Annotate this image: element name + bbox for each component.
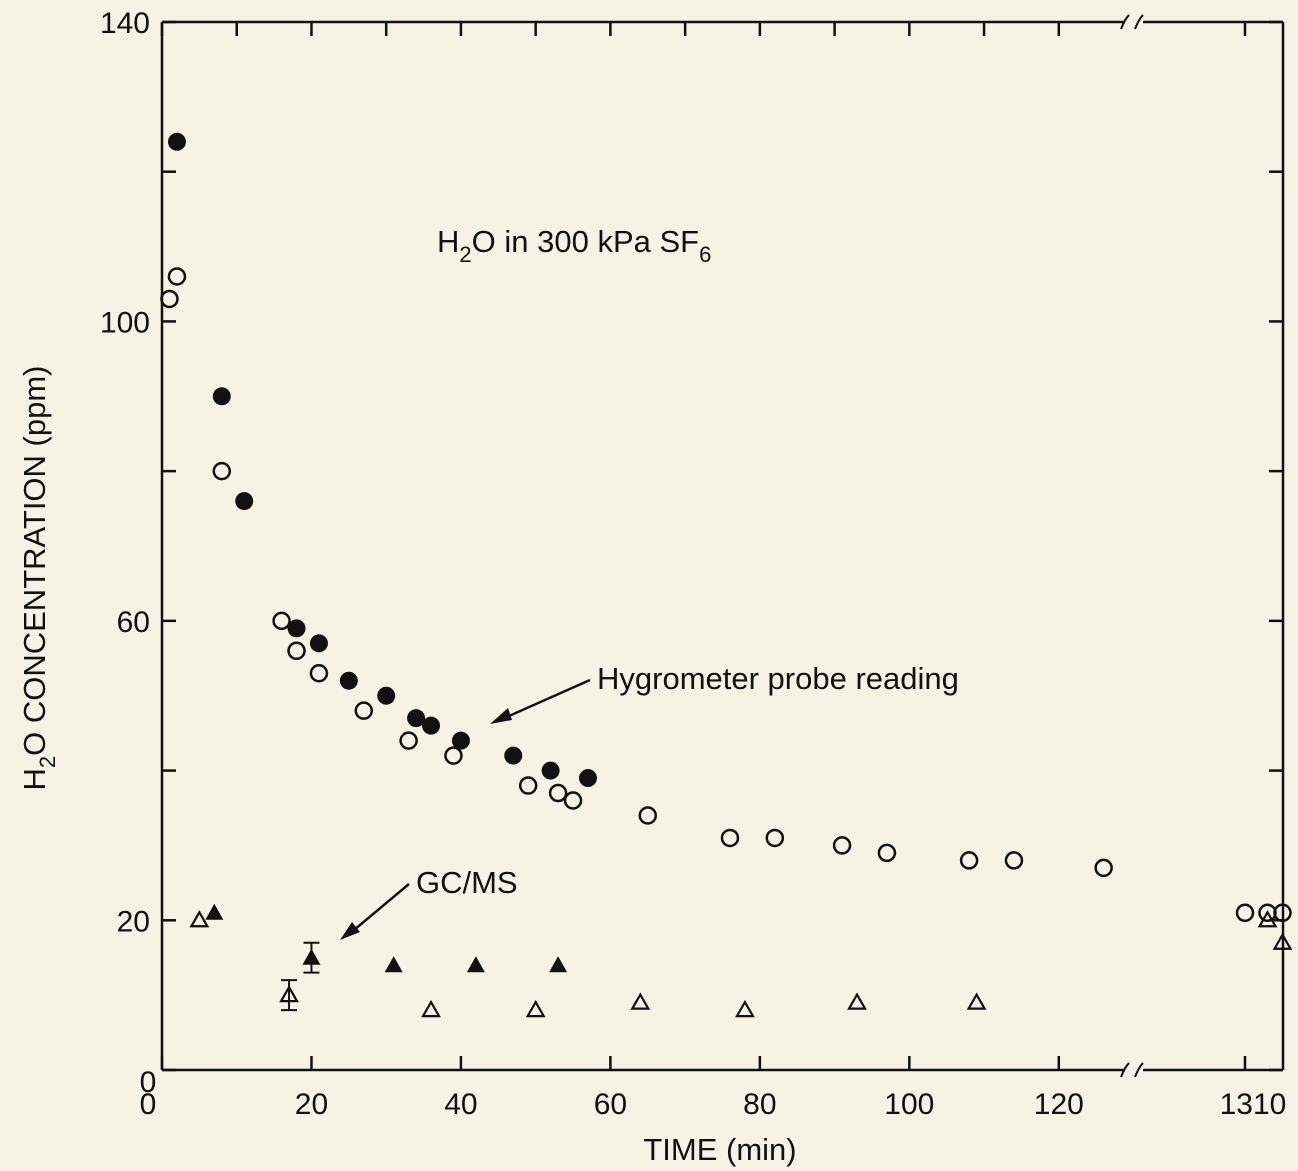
x-tick-label: 100	[884, 1088, 934, 1121]
point-filled-circle	[407, 709, 426, 728]
point-open-circle	[160, 289, 179, 309]
axis-break-mark	[1120, 1062, 1130, 1078]
point-open-circle	[518, 776, 538, 795]
point-filled-circle	[339, 671, 358, 690]
point-filled-triangle	[549, 956, 568, 973]
main-annotation-mid: O in 300 kPa SF	[472, 224, 699, 259]
point-open-triangle	[847, 992, 867, 1010]
x-tick-label: 1310	[1220, 1088, 1287, 1121]
point-open-circle	[959, 851, 979, 870]
point-open-circle	[1094, 858, 1113, 878]
x-axis-title: TIME (min)	[643, 1132, 796, 1167]
y-tick-label: 60	[117, 606, 150, 639]
point-open-circle	[309, 664, 329, 683]
point-open-circle	[548, 783, 568, 803]
plot-frame	[160, 14, 1285, 1078]
point-filled-circle	[451, 731, 470, 750]
point-filled-triangle	[466, 956, 485, 973]
point-open-circle	[167, 267, 187, 286]
point-filled-triangle	[205, 903, 224, 920]
point-open-circle	[1004, 851, 1024, 870]
point-filled-circle	[212, 387, 231, 406]
x-tick-label: 120	[1034, 1088, 1084, 1121]
point-filled-circle	[422, 716, 441, 735]
x-tick-label: 0	[140, 1088, 157, 1121]
point-open-triangle	[189, 910, 210, 928]
main-annotation-sub1: 2	[459, 242, 471, 267]
point-open-triangle	[966, 992, 987, 1010]
point-filled-circle	[578, 769, 597, 788]
point-open-circle	[272, 611, 291, 631]
y-tick-label: 20	[117, 905, 150, 938]
main-annotation-prefix: H	[437, 224, 459, 259]
point-open-triangle	[1257, 910, 1278, 928]
axis-ticks	[160, 20, 1283, 1072]
point-open-circle	[1235, 903, 1255, 923]
main-annotation: H2O in 300 kPa SF6	[437, 224, 711, 267]
data-marks	[160, 132, 1293, 1018]
probe-annotation: Hygrometer probe reading	[597, 661, 959, 696]
y-axis-title-prefix: H	[17, 768, 52, 790]
axis-break-mark	[1134, 14, 1144, 30]
y-axis-title-rest: O CONCENTRATION (ppm)	[17, 365, 52, 755]
axis-break-mark	[1134, 1062, 1144, 1078]
point-open-circle	[399, 731, 418, 750]
point-open-triangle	[735, 999, 755, 1018]
point-filled-circle	[377, 686, 396, 705]
x-tick-label: 40	[444, 1088, 477, 1121]
gcms-annotation: GC/MS	[416, 865, 518, 900]
tick-labels: 0 20 40 60 80 100 120 1310 20 60 100 140 0	[100, 7, 1286, 1121]
point-filled-triangle	[384, 956, 403, 973]
point-filled-circle	[504, 746, 523, 765]
point-open-circle	[444, 746, 463, 765]
point-filled-circle	[541, 761, 560, 780]
point-open-triangle	[525, 999, 546, 1018]
axis-break-mark	[1120, 14, 1130, 30]
y-axis-title-sub: 2	[35, 756, 60, 768]
point-open-circle	[212, 461, 232, 481]
probe-arrow	[490, 678, 591, 724]
point-open-circle	[563, 791, 583, 810]
point-open-triangle	[1272, 932, 1293, 950]
point-filled-circle	[167, 132, 186, 151]
point-open-circle	[1273, 903, 1292, 923]
point-open-circle	[877, 843, 897, 863]
point-open-circle	[765, 828, 785, 848]
point-open-triangle	[279, 984, 299, 1003]
point-open-triangle	[630, 992, 651, 1010]
point-open-circle	[354, 701, 374, 720]
x-tick-label: 80	[743, 1088, 776, 1121]
x-tick-label: 60	[594, 1088, 627, 1121]
point-filled-circle	[235, 492, 254, 511]
y-tick-label: 140	[100, 7, 150, 40]
point-open-circle	[720, 828, 740, 848]
point-open-circle	[287, 641, 306, 661]
y-tick-label: 100	[100, 306, 150, 339]
origin-label: 0	[140, 1066, 157, 1099]
point-filled-circle	[287, 619, 306, 638]
point-open-circle	[832, 836, 852, 855]
point-open-circle	[638, 806, 658, 825]
point-open-triangle	[421, 999, 441, 1018]
point-filled-circle	[309, 634, 328, 653]
gcms-arrow	[340, 883, 410, 940]
y-axis-title: H2O CONCENTRATION (ppm)	[17, 365, 60, 790]
main-annotation-sub2: 6	[699, 242, 711, 267]
point-filled-triangle	[302, 948, 321, 965]
x-tick-label: 20	[295, 1088, 328, 1121]
